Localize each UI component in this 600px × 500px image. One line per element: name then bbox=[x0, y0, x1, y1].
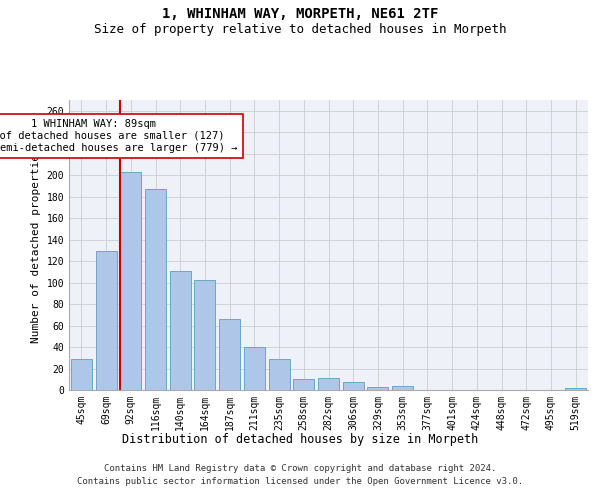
Text: 1, WHINHAM WAY, MORPETH, NE61 2TF: 1, WHINHAM WAY, MORPETH, NE61 2TF bbox=[162, 8, 438, 22]
Bar bbox=[170, 271, 191, 390]
Y-axis label: Number of detached properties: Number of detached properties bbox=[31, 147, 41, 343]
Bar bbox=[95, 252, 116, 390]
Bar bbox=[269, 359, 290, 390]
Bar bbox=[367, 387, 388, 390]
Bar bbox=[244, 347, 265, 390]
Text: Contains HM Land Registry data © Crown copyright and database right 2024.: Contains HM Land Registry data © Crown c… bbox=[104, 464, 496, 473]
Bar bbox=[120, 172, 141, 390]
Text: Contains public sector information licensed under the Open Government Licence v3: Contains public sector information licen… bbox=[77, 477, 523, 486]
Bar bbox=[71, 359, 92, 390]
Bar bbox=[145, 189, 166, 390]
Bar bbox=[219, 319, 240, 390]
Bar bbox=[343, 382, 364, 390]
Bar bbox=[565, 388, 586, 390]
Text: Distribution of detached houses by size in Morpeth: Distribution of detached houses by size … bbox=[122, 432, 478, 446]
Bar bbox=[293, 380, 314, 390]
Text: Size of property relative to detached houses in Morpeth: Size of property relative to detached ho… bbox=[94, 22, 506, 36]
Bar bbox=[318, 378, 339, 390]
Text: 1 WHINHAM WAY: 89sqm
← 14% of detached houses are smaller (127)
85% of semi-deta: 1 WHINHAM WAY: 89sqm ← 14% of detached h… bbox=[0, 120, 238, 152]
Bar bbox=[194, 280, 215, 390]
Bar bbox=[392, 386, 413, 390]
